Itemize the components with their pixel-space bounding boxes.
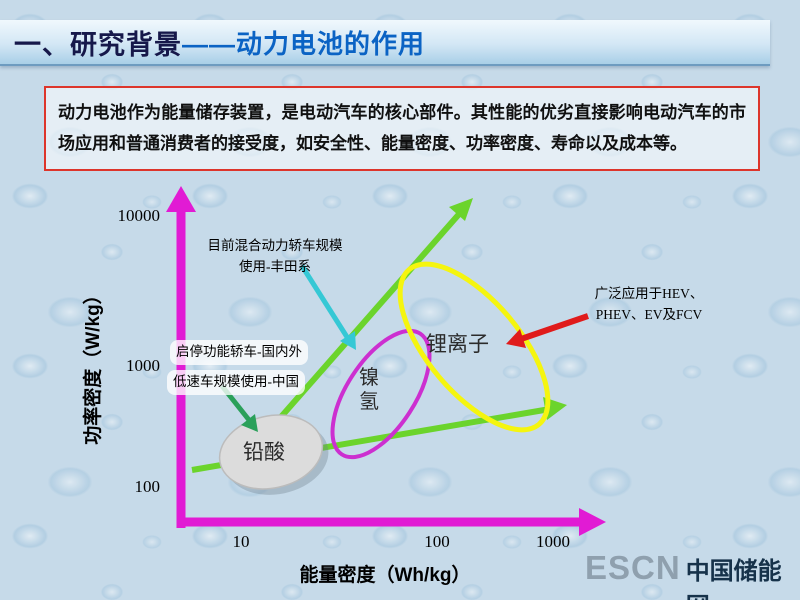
liion-annotation-arrow [506,313,589,348]
startstop-annotation-line2: 低速车规模使用-中国 [167,370,305,395]
page-subtitle: ——动力电池的作用 [182,28,426,59]
lead-acid-label: 铅酸 [243,440,285,464]
lead-acid-region [218,414,329,495]
site-name: 中国储能网 [685,558,782,600]
li-ion-annotation-line2: PHEV、EV及FCV [595,306,703,322]
intro-text: 动力电池作为能量储存装置，是电动汽车的核心部件。其性能的优劣直接影响电动汽车的市… [58,103,746,154]
x-axis [177,508,606,536]
li-ion-annotation: 广泛应用于HEV、 PHEV、EV及FCV [571,284,727,326]
nimh-region [330,328,432,460]
x-tick-10: 10 [232,532,250,551]
intro-text-box: 动力电池作为能量储存装置，是电动汽车的核心部件。其性能的优劣直接影响电动汽车的市… [44,86,760,171]
title-bar: 一、研究背景 ——动力电池的作用 [0,20,770,66]
li-ion-annotation-line1: 广泛应用于HEV、 [594,286,704,301]
x-tick-100: 100 [424,532,450,551]
hybrid-annotation-line2: 使用-丰田系 [239,258,311,274]
y-axis [166,186,196,528]
hybrid-annotation-arrow [299,264,356,350]
y-tick-1000: 1000 [126,356,160,375]
x-tick-1000: 1000 [536,532,570,551]
y-axis-title: 功率密度（W/kg） [83,285,104,445]
escn-logo: ESCN 中国储能网 [585,549,800,600]
nimh-label: 镍氢 [359,367,379,413]
li-ion-label: 锂离子 [426,332,489,356]
startstop-annotation-line1: 启停功能轿车-国内外 [170,340,308,365]
y-tick-10000: 10000 [117,206,161,225]
hybrid-annotation: 目前混合动力轿车规模 使用-丰田系 [190,236,360,278]
hybrid-annotation-line1: 目前混合动力轿车规模 [207,238,343,253]
escn-logo-text: ESCN [585,549,681,586]
y-tick-100: 100 [134,477,161,496]
x-axis-title: 能量密度（Wh/kg） [299,565,471,586]
page-title: 一、研究背景 [14,29,182,60]
li-ion-region [397,261,551,433]
